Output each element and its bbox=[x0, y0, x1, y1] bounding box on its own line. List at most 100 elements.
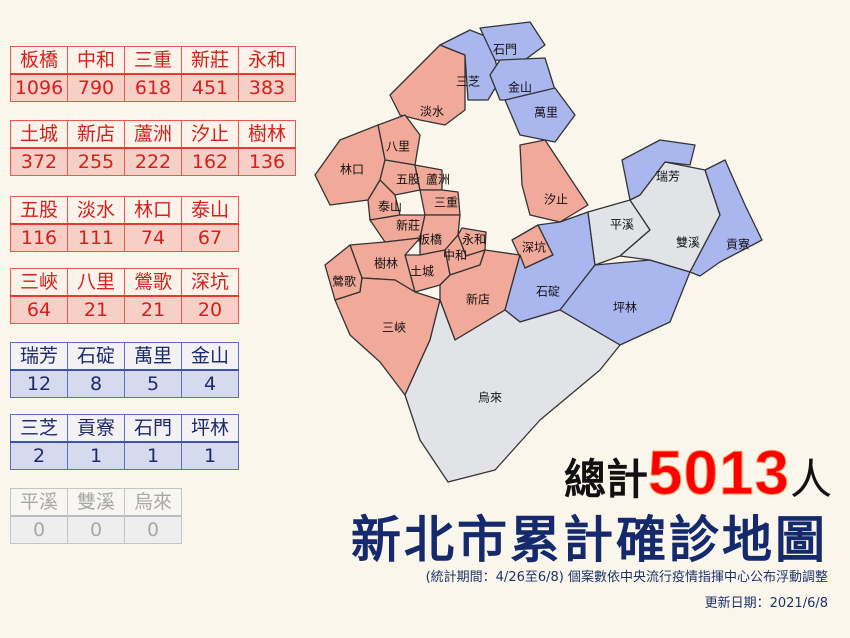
district-name-row: 三峽 八里 鶯歌 深坑 bbox=[10, 268, 239, 297]
district-20 bbox=[519, 139, 589, 223]
district-label: 金山 bbox=[508, 80, 532, 95]
district-label: 平溪 bbox=[610, 218, 634, 232]
case-count-cell: 12 bbox=[10, 369, 68, 398]
district-2 bbox=[479, 21, 546, 63]
district-name-cell: 新店 bbox=[67, 120, 125, 149]
case-count-cell: 74 bbox=[124, 223, 182, 252]
case-count-cell: 2 bbox=[10, 441, 68, 470]
case-count-cell: 255 bbox=[67, 147, 125, 176]
district-name-cell: 淡水 bbox=[67, 196, 125, 225]
case-count-cell: 21 bbox=[124, 295, 182, 324]
total-title: 總計5013人 bbox=[564, 438, 832, 509]
district-7 bbox=[379, 159, 421, 196]
district-name-cell: 石碇 bbox=[67, 342, 125, 371]
district-name-cell: 永和 bbox=[238, 46, 296, 75]
district-name-cell: 坪林 bbox=[181, 414, 239, 443]
district-label: 泰山 bbox=[378, 200, 402, 214]
district-name-cell: 金山 bbox=[181, 342, 239, 371]
case-count-cell: 790 bbox=[67, 73, 125, 102]
case-count-row: 116 111 74 67 bbox=[10, 223, 239, 252]
total-suffix: 人 bbox=[789, 455, 832, 504]
district-name-cell: 中和 bbox=[67, 46, 125, 75]
district-label: 三峽 bbox=[382, 321, 406, 335]
district-4 bbox=[504, 87, 576, 143]
district-label: 新店 bbox=[466, 292, 490, 307]
district-name-cell: 三峽 bbox=[10, 268, 68, 297]
case-count-row: 372 255 222 162 136 bbox=[10, 147, 296, 176]
district-name-row: 五股 淡水 林口 泰山 bbox=[10, 196, 239, 225]
total-prefix: 總計 bbox=[564, 455, 649, 504]
district-name-cell: 五股 bbox=[10, 196, 68, 225]
case-count-cell: 0 bbox=[67, 515, 125, 544]
case-table-red: 土城 新店 蘆洲 汐止 樹林 372 255 222 162 136 bbox=[10, 120, 296, 176]
case-count-cell: 222 bbox=[124, 147, 182, 176]
case-count-cell: 0 bbox=[10, 515, 68, 544]
district-label: 樹林 bbox=[374, 257, 398, 271]
district-label: 汐止 bbox=[544, 192, 568, 207]
district-name-cell: 八里 bbox=[67, 268, 125, 297]
case-count-cell: 1 bbox=[181, 441, 239, 470]
case-count-row: 12 8 5 4 bbox=[10, 369, 239, 398]
district-name-cell: 雙溪 bbox=[67, 488, 125, 517]
district-name-cell: 蘆洲 bbox=[124, 120, 182, 149]
district-label: 三重 bbox=[434, 196, 458, 210]
case-count-cell: 1 bbox=[67, 441, 125, 470]
district-name-cell: 石門 bbox=[124, 414, 182, 443]
district-label: 五股 bbox=[396, 173, 420, 187]
district-name-row: 三芝 貢寮 石門 坪林 bbox=[10, 414, 239, 443]
district-name-cell: 平溪 bbox=[10, 488, 68, 517]
case-count-cell: 451 bbox=[181, 73, 239, 102]
case-count-cell: 162 bbox=[181, 147, 239, 176]
case-count-row: 64 21 21 20 bbox=[10, 295, 239, 324]
case-table-red: 五股 淡水 林口 泰山 116 111 74 67 bbox=[10, 196, 239, 252]
case-count-cell: 1096 bbox=[10, 73, 68, 102]
district-28 bbox=[404, 299, 621, 483]
district-name-cell: 林口 bbox=[124, 196, 182, 225]
district-name-cell: 三芝 bbox=[10, 414, 68, 443]
district-label: 新莊 bbox=[396, 218, 420, 233]
district-label: 深坑 bbox=[522, 240, 546, 255]
district-label: 土城 bbox=[410, 265, 434, 279]
district-label: 萬里 bbox=[534, 106, 558, 120]
case-count-cell: 111 bbox=[67, 223, 125, 252]
district-9 bbox=[367, 179, 401, 221]
case-count-cell: 618 bbox=[124, 73, 182, 102]
district-label: 八里 bbox=[386, 140, 410, 154]
district-name-row: 土城 新店 蘆洲 汐止 樹林 bbox=[10, 120, 296, 149]
district-label: 烏來 bbox=[478, 391, 502, 405]
case-count-cell: 4 bbox=[181, 369, 239, 398]
district-name-row: 平溪 雙溪 烏來 bbox=[10, 488, 182, 517]
district-label: 鶯歌 bbox=[332, 274, 356, 289]
case-count-row: 1096 790 618 451 383 bbox=[10, 73, 296, 102]
district-label: 雙溪 bbox=[676, 236, 700, 250]
district-name-cell: 三重 bbox=[124, 46, 182, 75]
district-label: 蘆洲 bbox=[426, 173, 450, 187]
case-table-blue: 瑞芳 石碇 萬里 金山 12 8 5 4 bbox=[10, 342, 239, 398]
case-table-blue: 三芝 貢寮 石門 坪林 2 1 1 1 bbox=[10, 414, 239, 470]
district-name-cell: 貢寮 bbox=[67, 414, 125, 443]
district-label: 中和 bbox=[443, 248, 467, 263]
total-count: 5013 bbox=[648, 439, 790, 509]
district-11 bbox=[419, 189, 461, 216]
case-table-red: 板橋 中和 三重 新莊 永和 1096 790 618 451 383 bbox=[10, 46, 296, 102]
district-name-cell: 汐止 bbox=[181, 120, 239, 149]
case-count-cell: 8 bbox=[67, 369, 125, 398]
district-label: 坪林 bbox=[613, 301, 637, 315]
district-name-cell: 萬里 bbox=[124, 342, 182, 371]
district-name-cell: 深坑 bbox=[181, 268, 239, 297]
district-name-cell: 瑞芳 bbox=[10, 342, 68, 371]
district-label: 林口 bbox=[340, 163, 364, 177]
district-name-cell: 板橋 bbox=[10, 46, 68, 75]
case-count-cell: 372 bbox=[10, 147, 68, 176]
district-label: 貢寮 bbox=[726, 237, 750, 252]
district-label: 瑞芳 bbox=[656, 170, 680, 184]
map-title: 新北市累計確診地圖 bbox=[351, 511, 828, 569]
case-count-cell: 64 bbox=[10, 295, 68, 324]
case-count-cell: 1 bbox=[124, 441, 182, 470]
case-count-cell: 116 bbox=[10, 223, 68, 252]
district-name-cell: 烏來 bbox=[124, 488, 182, 517]
update-date: 更新日期：2021/6/8 bbox=[704, 596, 828, 611]
case-count-cell: 21 bbox=[67, 295, 125, 324]
